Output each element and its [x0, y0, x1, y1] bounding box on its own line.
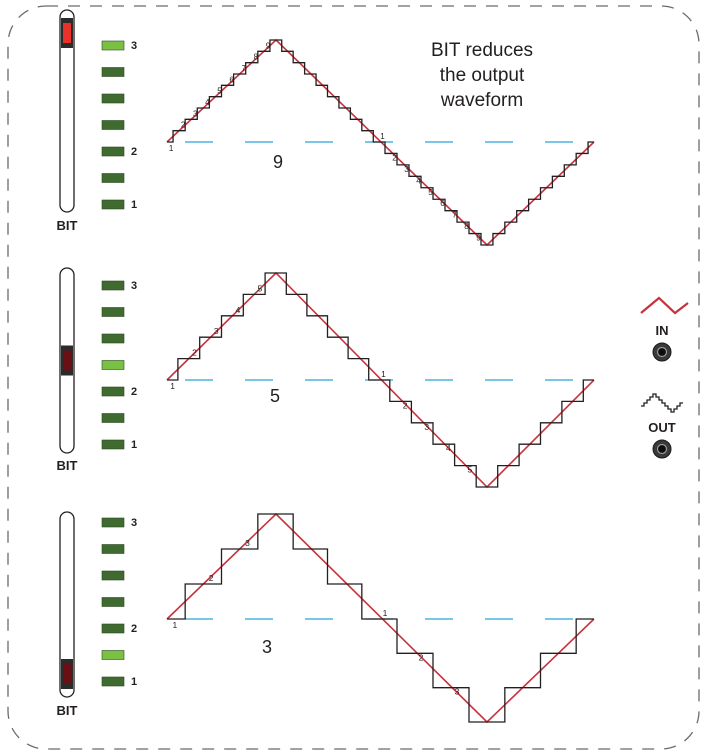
step-label-up: 3 [193, 109, 198, 118]
stepped-wave-icon [641, 393, 683, 413]
led-scale-label: 2 [131, 146, 137, 158]
bit-slider-track[interactable] [59, 511, 75, 698]
dashed-border [7, 5, 700, 750]
step-label-up: 5 [257, 283, 262, 293]
bit-label: BIT [57, 458, 78, 473]
step-label-down: 9 [476, 234, 481, 243]
step-label-down: 3 [404, 165, 409, 174]
step-label-down: 5 [428, 188, 433, 197]
led-scale-label: 3 [131, 517, 137, 529]
caption-line-2: the output [440, 65, 525, 86]
step-label-up: 5 [217, 87, 222, 96]
led-4 [101, 360, 125, 370]
output-stepped-wave [167, 272, 594, 488]
out-jack-hole [656, 443, 668, 455]
in-jack-group: IN [640, 296, 689, 362]
step-label-up: 8 [254, 53, 259, 62]
step-label-down: 2 [392, 153, 397, 162]
step-label-up: 2 [181, 121, 186, 130]
step-label-down: 6 [440, 199, 445, 208]
output-stepped-wave [167, 513, 594, 723]
step-label-down: 3 [424, 422, 429, 432]
led-5 [101, 146, 125, 157]
led-scale-label: 3 [131, 280, 137, 292]
step-label-down: 4 [446, 443, 451, 453]
step-label-up: 1 [172, 620, 177, 630]
bit-slider-knob-indicator [63, 664, 71, 684]
led-2 [101, 307, 125, 317]
step-label-down: 8 [464, 222, 469, 231]
led-6 [101, 173, 125, 183]
step-label-up: 2 [209, 573, 214, 583]
out-jack-group: OUT [641, 393, 683, 459]
led-5 [101, 386, 125, 397]
step-label-up: 7 [241, 64, 246, 73]
led-2 [101, 544, 125, 554]
step-label-up: 3 [245, 538, 250, 548]
led-5 [101, 623, 125, 634]
step-label-down: 3 [455, 687, 460, 697]
led-1 [101, 280, 125, 291]
step-label-up: 4 [205, 98, 210, 107]
step-label-down: 5 [468, 465, 473, 475]
caption-line-3: waveform [440, 90, 523, 111]
step-label-down: 1 [381, 369, 386, 379]
step-label-up: 2 [192, 348, 197, 358]
step-label-down: 7 [452, 211, 457, 220]
step-label-down: 2 [403, 400, 408, 410]
led-1 [101, 517, 125, 528]
step-label-down: 4 [416, 176, 421, 185]
led-scale-label: 2 [131, 386, 137, 398]
bit-slider-knob-indicator [63, 23, 71, 43]
led-7 [101, 199, 125, 210]
in-jack-hole [656, 346, 668, 358]
led-3 [101, 570, 125, 581]
led-6 [101, 413, 125, 423]
led-4 [101, 597, 125, 607]
bit-slider-track[interactable] [59, 9, 75, 213]
step-label-up: 6 [229, 75, 234, 84]
step-label-up: 1 [169, 144, 174, 153]
step-label-down: 2 [419, 652, 424, 662]
out-label: OUT [648, 420, 676, 435]
led-1 [101, 40, 125, 51]
panel-5bit: BIT 3 2 1 1 2 3 4 5 1 2 3 4 5 5 [57, 267, 600, 489]
step-label-up: 4 [236, 305, 241, 315]
bit-level-number: 9 [273, 152, 283, 172]
step-label-down: 1 [383, 608, 388, 618]
triangle-wave-icon [640, 296, 689, 315]
bit-label: BIT [57, 703, 78, 718]
led-2 [101, 67, 125, 77]
led-scale-label: 1 [131, 439, 137, 451]
led-7 [101, 676, 125, 687]
panel-3bit: BIT 3 2 1 1 2 3 1 2 3 3 [57, 511, 600, 724]
step-label-up: 9 [266, 41, 271, 50]
caption-line-1: BIT reduces [431, 40, 533, 61]
step-label-up: 3 [214, 326, 219, 336]
led-6 [101, 650, 125, 660]
led-3 [101, 93, 125, 104]
led-7 [101, 439, 125, 450]
bit-level-number: 3 [262, 637, 272, 657]
led-scale-label: 1 [131, 676, 137, 688]
led-3 [101, 333, 125, 344]
bit-label: BIT [57, 218, 78, 233]
step-label-down: 1 [380, 132, 385, 141]
led-scale-label: 3 [131, 40, 137, 52]
bit-level-number: 5 [270, 386, 280, 406]
step-label-up: 1 [170, 381, 175, 391]
output-stepped-wave [167, 39, 594, 246]
led-scale-label: 1 [131, 199, 137, 211]
input-wave [166, 512, 595, 724]
led-scale-label: 2 [131, 623, 137, 635]
bit-slider-knob-indicator [63, 350, 71, 371]
led-4 [101, 120, 125, 130]
in-label: IN [656, 323, 669, 338]
